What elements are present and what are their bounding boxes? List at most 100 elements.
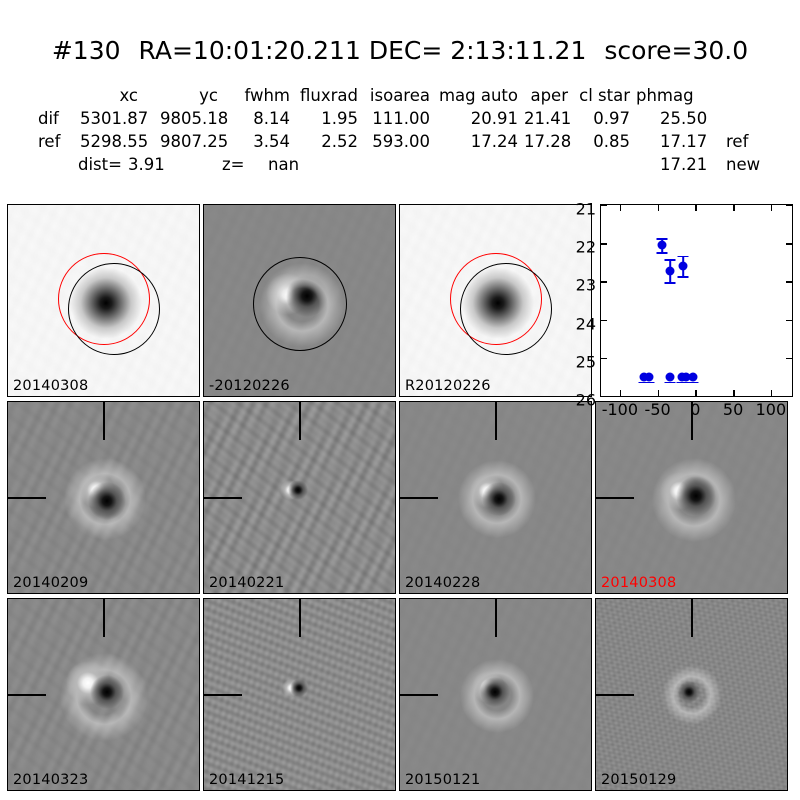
cutout-panel-grid: 20140308 -20120226 R20120226 20140209 20… [7,204,793,791]
ref-isoarea: 593.00 [372,132,430,151]
error-bar-cap [656,251,668,254]
col-header-phmag: phmag [636,86,694,105]
panel-stamp-20140221[interactable]: 20140221 [203,401,396,594]
y-axis-tick-label: 22 [575,237,596,257]
col-header-aper: aper [530,86,568,105]
data-point[interactable] [665,266,675,276]
ref-cl-star: 0.85 [593,132,630,151]
data-point[interactable] [665,372,675,382]
panel-label: 20140209 [13,575,89,591]
crosshair-tick-horizontal [400,497,438,499]
x-axis-tick [733,390,735,396]
x-axis-tick-label: 50 [722,400,744,419]
upper-limit-cap [680,381,692,384]
error-bar-cap [664,282,676,284]
crosshair-tick-horizontal [8,694,46,696]
crosshair-tick-horizontal [400,694,438,696]
ref-yc: 9807.25 [160,132,229,151]
x-axis-tick [695,390,697,396]
residual-negative [290,679,308,697]
crosshair-tick-horizontal [204,694,242,696]
panel-diff-image[interactable]: -20120226 [203,204,396,397]
x-axis-tick [619,390,622,396]
dif-yc: 9805.18 [160,109,229,128]
panel-label: 20141215 [209,772,285,788]
panel-ref-image[interactable]: R20120226 [399,204,592,397]
crosshair-tick-horizontal [596,497,634,499]
redshift-value: nan [268,155,300,174]
error-bar-cap [677,276,689,279]
dif-cl-star: 0.97 [593,109,630,128]
panel-stamp-20150121[interactable]: 20150121 [399,598,592,791]
dif-fluxrad: 1.95 [321,109,358,128]
data-point[interactable] [678,261,688,271]
residual-negative [482,482,516,516]
ra-label: RA=10:01:20.211 [138,36,361,65]
crosshair-tick-vertical [299,599,301,637]
panel-stamp-20140228[interactable]: 20140228 [399,401,592,594]
data-point[interactable] [644,372,654,382]
panel-label: 20150129 [601,772,677,788]
x-axis-tick-label: 100 [755,400,787,419]
dif-fwhm: 8.14 [253,109,290,128]
crosshair-tick-vertical [103,402,105,440]
aperture-circle-black [68,263,160,355]
col-header-magauto: mag auto [438,86,518,105]
y-axis-tick [786,319,792,321]
residual-negative [678,681,700,703]
x-axis-tick [657,390,659,396]
header-block: #130 RA=10:01:20.211 DEC= 2:13:11.21 score… [0,0,800,200]
dist-value: 3.91 [128,155,165,174]
y-axis-tick [786,205,792,207]
panel-stamp-20140308[interactable]: 20140308 [595,401,788,594]
crosshair-tick-horizontal [596,694,634,696]
dec-label: DEC= 2:13:11.21 [368,36,587,65]
page-title: #130 RA=10:01:20.211 DEC= 2:13:11.21 score… [0,36,800,65]
lightcurve-x-axis-labels: -100 -50 0 50 100 [600,400,800,424]
y-axis-tick [601,281,607,283]
upper-limit-cap [643,381,655,384]
crosshair-tick-horizontal [204,497,242,499]
x-axis-tick-label: -50 [644,400,671,419]
y-axis-tick [786,243,792,245]
x-axis-tick [695,205,697,211]
panel-stamp-20150129[interactable]: 20150129 [595,598,788,791]
aperture-circle-black [460,263,552,355]
panel-stamp-20140323[interactable]: 20140323 [7,598,200,791]
y-axis-tick [601,396,607,398]
row-name-dif: dif [38,109,59,128]
data-point[interactable] [639,372,649,382]
data-point[interactable] [688,372,698,382]
table-row: dif 5301.87 9805.18 8.14 1.95 111.00 20.… [0,109,800,131]
panel-stamp-20140209[interactable]: 20140209 [7,401,200,594]
table-header-row: xc yc fwhm fluxrad isoarea mag auto aper… [0,86,800,108]
dif-xc: 5301.87 [80,109,149,128]
data-point[interactable] [657,240,667,250]
x-axis-tick [657,205,659,211]
upper-limit-cap [687,381,699,384]
x-axis-tick-label: -100 [601,400,639,419]
panel-new-image[interactable]: 20140308 [7,204,200,397]
ref-mag-auto: 17.24 [470,132,518,151]
panel-stamp-20141215[interactable]: 20141215 [203,598,396,791]
residual-negative [676,476,716,516]
ref-fwhm: 3.54 [253,132,290,151]
crosshair-tick-vertical [691,599,693,637]
data-point[interactable] [681,372,691,382]
col-header-isoarea: isoarea [369,86,430,105]
redshift-label: z= [222,155,245,174]
y-axis-tick [601,357,607,360]
panel-label: R20120226 [405,378,491,394]
crosshair-tick-vertical [495,599,497,637]
col-header-fluxrad: fluxrad [300,86,358,105]
table-footer-row: dist= 3.91 z= nan 17.21 new [0,155,800,177]
dif-isoarea: 111.00 [372,109,430,128]
dif-phmag: 25.50 [660,109,708,128]
panel-label: 20150121 [405,772,481,788]
x-axis-tick [733,205,735,211]
crosshair-tick-horizontal [8,497,46,499]
lightcurve-plot[interactable] [600,204,793,398]
x-axis-tick [770,205,773,211]
y-axis-tick [601,205,607,207]
panel-label: 20140221 [209,575,285,591]
